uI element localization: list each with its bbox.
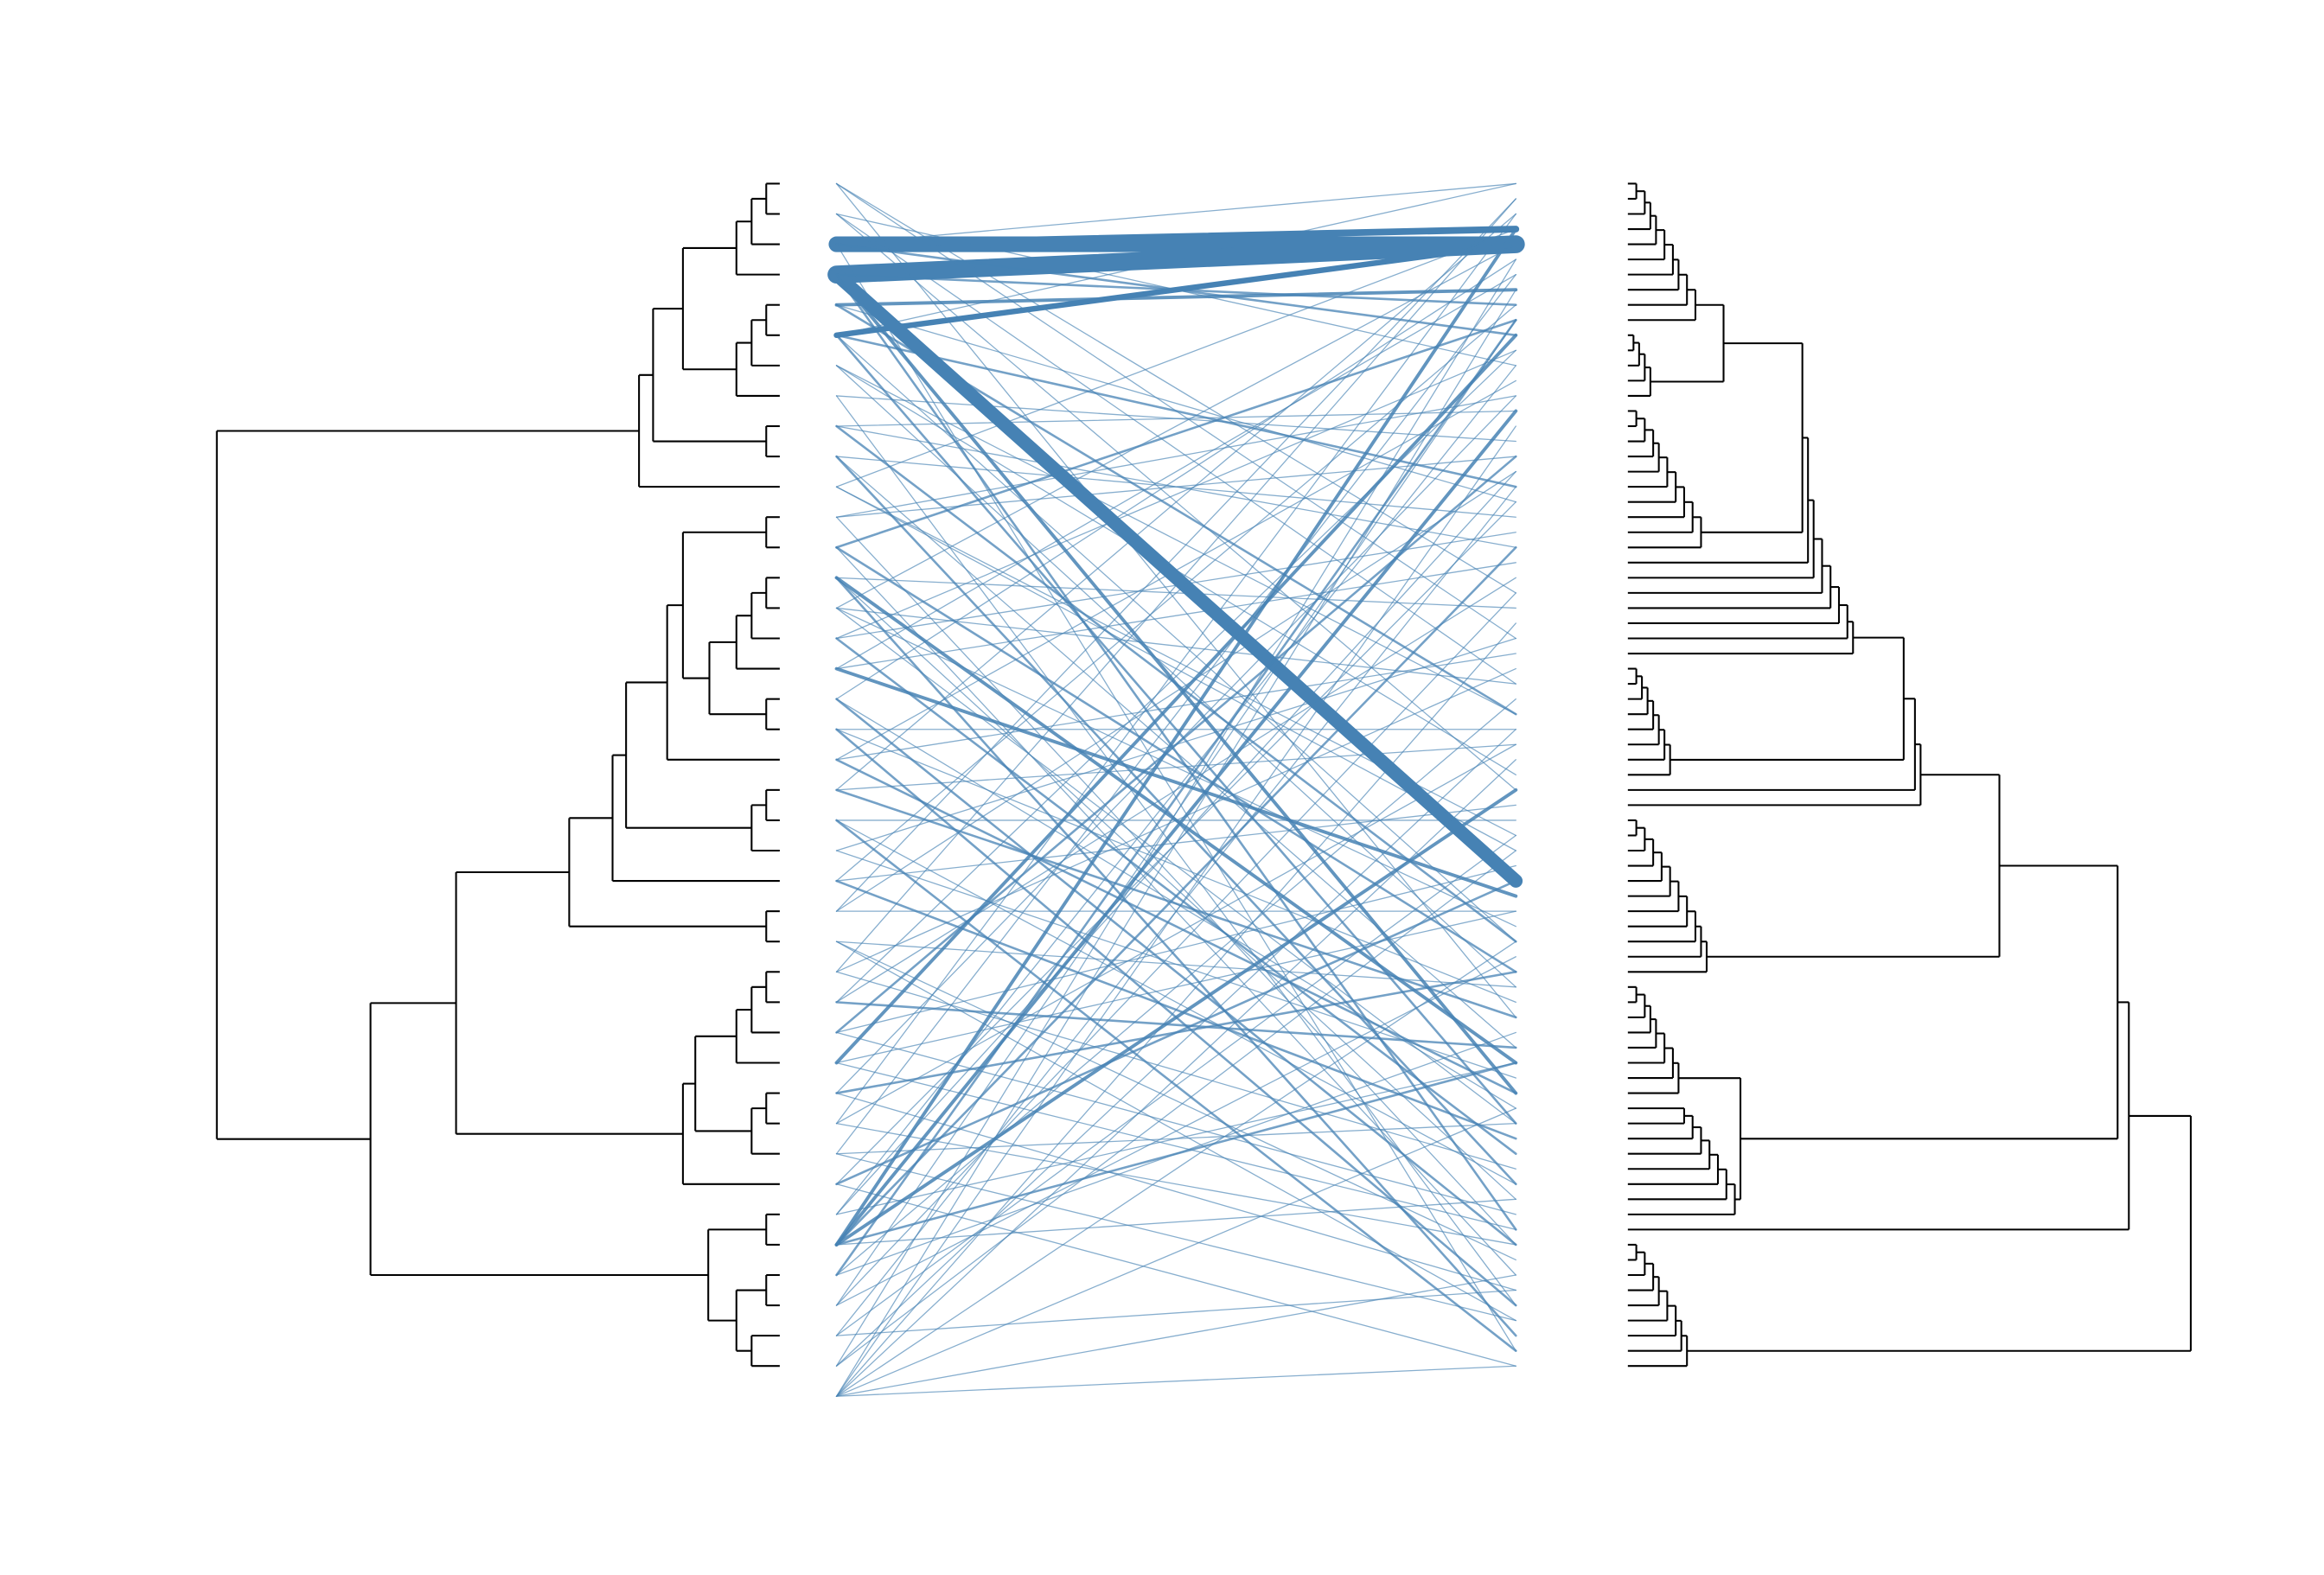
link <box>835 486 1516 837</box>
link <box>835 1031 1516 1276</box>
link <box>835 1107 1516 1397</box>
link <box>835 182 1516 245</box>
link <box>835 545 1517 1247</box>
link <box>834 409 1518 1247</box>
links <box>827 182 1525 1397</box>
trees <box>215 182 2192 1368</box>
link <box>835 607 1516 1125</box>
link <box>835 304 1516 503</box>
link <box>835 243 1516 1352</box>
link <box>835 516 1516 1246</box>
link <box>835 228 1516 488</box>
link <box>835 910 1516 1064</box>
link <box>835 941 1516 1397</box>
link <box>835 667 1516 972</box>
link <box>835 532 1516 640</box>
link <box>835 1122 1516 1246</box>
link <box>835 729 1516 1367</box>
link <box>835 335 1516 942</box>
link <box>835 273 1516 1155</box>
link <box>835 1062 1516 1215</box>
link <box>835 562 1516 670</box>
link <box>835 728 1517 1307</box>
link <box>835 819 1516 1185</box>
link <box>835 850 1516 1367</box>
link <box>835 318 1517 549</box>
link <box>835 273 1517 1231</box>
link <box>835 577 1516 1200</box>
link <box>835 592 1516 1306</box>
link <box>835 365 1516 988</box>
link <box>835 834 1516 1336</box>
link <box>829 267 1523 888</box>
link <box>833 226 1520 248</box>
link <box>835 470 1516 912</box>
link <box>835 1031 1516 1215</box>
link <box>835 743 1516 791</box>
link <box>834 333 1518 1065</box>
link <box>835 879 1517 1186</box>
link <box>835 455 1517 1034</box>
link <box>835 546 1516 1276</box>
link <box>835 198 1516 912</box>
link <box>835 182 1516 594</box>
link <box>835 1153 1516 1322</box>
link <box>834 288 1518 307</box>
link <box>835 273 1516 670</box>
link <box>834 227 1518 1247</box>
link <box>835 395 1516 443</box>
link <box>835 545 1517 973</box>
link <box>835 607 1516 685</box>
link <box>835 501 1516 1185</box>
link <box>835 743 1516 1125</box>
link <box>835 759 1516 1397</box>
link <box>835 213 1516 685</box>
link <box>835 395 1516 518</box>
link <box>835 319 1516 1306</box>
link <box>834 666 1518 898</box>
link <box>835 424 1517 943</box>
link <box>835 1274 1516 1397</box>
link <box>835 941 1516 988</box>
link <box>835 182 1516 336</box>
link <box>835 349 1516 640</box>
link <box>835 698 1516 1109</box>
link <box>835 653 1516 761</box>
link <box>835 182 1516 1018</box>
link <box>835 213 1516 1125</box>
link <box>835 1183 1516 1367</box>
link <box>835 1198 1516 1246</box>
link <box>835 303 1517 716</box>
link <box>835 1289 1516 1336</box>
link <box>835 425 1516 548</box>
link <box>835 258 1516 700</box>
link <box>835 1092 1516 1291</box>
link <box>835 243 1516 609</box>
link <box>835 1365 1516 1397</box>
link <box>835 334 1517 488</box>
